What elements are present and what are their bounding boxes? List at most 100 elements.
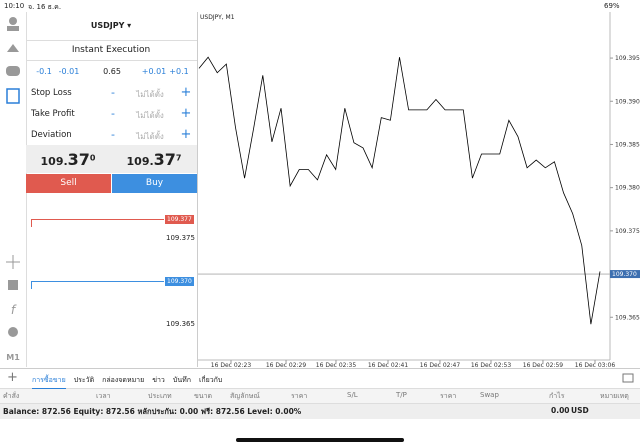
x-tick-label: 16 Dec 02:41 — [368, 362, 409, 368]
sidebar: f M1 — [6, 17, 20, 362]
field-label: Stop Loss — [31, 88, 72, 98]
column-header: กำไร — [549, 392, 565, 400]
y-tick-label: 109.385 — [615, 141, 640, 148]
buy-button[interactable]: Buy — [112, 174, 197, 193]
x-tick-label: 16 Dec 02:53 — [471, 362, 512, 368]
current-price-box — [610, 270, 640, 279]
tab[interactable]: กล่องจดหมาย — [102, 376, 145, 384]
status-date: จ. 16 ธ.ค. — [28, 3, 62, 11]
icon-quotes[interactable] — [7, 44, 19, 52]
column-header: S/L — [347, 391, 358, 399]
bid-big: 37 — [67, 150, 90, 169]
mini-level: 109.375 — [166, 234, 195, 242]
column-header: Swap — [480, 391, 499, 399]
tab[interactable]: การซื้อขาย — [32, 375, 66, 389]
price-chart[interactable]: USDJPY, M1 109.395 109.390 109.385 109.380 1… — [198, 12, 640, 368]
field-minus[interactable]: - — [111, 86, 115, 99]
separator — [26, 60, 197, 61]
price-line — [198, 56, 601, 325]
tab[interactable]: บันทึก — [172, 376, 191, 384]
bid-price: 109.370 — [41, 150, 96, 169]
field-value[interactable]: ไม่ได้ตั้ง — [136, 111, 164, 120]
field-minus[interactable]: - — [111, 107, 115, 120]
icon-new-order[interactable] — [6, 88, 20, 104]
volume-step[interactable]: +0.1 — [169, 67, 189, 76]
status-time: 10:10 — [4, 2, 25, 10]
icon-account[interactable] — [9, 17, 17, 25]
x-tick-label: 16 Dec 02:29 — [266, 362, 307, 368]
symbol-select[interactable]: USDJPY ▾ — [90, 21, 132, 30]
y-tick-label: 109.365 — [615, 314, 640, 321]
field-label: Take Profit — [31, 109, 75, 119]
bid-label: 109.370 — [165, 277, 194, 286]
icon-objects[interactable] — [8, 327, 18, 337]
field-plus[interactable]: + — [180, 127, 192, 142]
icon-chart-type[interactable] — [8, 280, 18, 290]
ask-main: 109. — [126, 155, 154, 168]
field-value[interactable]: ไม่ได้ตั้ง — [136, 90, 164, 99]
price-box: 109.370 109.377 — [26, 145, 197, 173]
ask-big: 37 — [153, 150, 176, 169]
table-header — [0, 388, 640, 403]
status-battery: 69% — [604, 2, 620, 10]
column-header: สัญลักษณ์ — [230, 392, 260, 400]
divider — [197, 12, 198, 367]
separator — [0, 368, 640, 369]
ask-label: 109.377 — [165, 215, 194, 224]
column-header: T/P — [396, 391, 407, 399]
mini-level: 109.365 — [166, 320, 195, 328]
ask-tick — [31, 219, 32, 227]
chart-title: USDJPY, M1 — [200, 14, 235, 21]
column-header: หมายเหตุ — [600, 392, 629, 400]
icon-account-body — [7, 26, 19, 31]
bid-tick — [31, 281, 32, 289]
x-tick-label: 16 Dec 02:35 — [316, 362, 357, 368]
icon-indicators[interactable]: f — [11, 303, 17, 317]
volume-step[interactable]: -0.01 — [58, 67, 80, 76]
y-tick-label: 109.380 — [615, 185, 640, 192]
ask-line — [31, 219, 164, 220]
x-tick-label: 16 Dec 02:59 — [523, 362, 564, 368]
volume-step[interactable]: +0.01 — [141, 67, 167, 76]
tab[interactable]: ข่าว — [152, 376, 165, 384]
column-header: ราคา — [291, 392, 308, 400]
execution-mode: Instant Execution — [71, 45, 151, 55]
bid-main: 109. — [40, 155, 68, 168]
account-summary: Balance: 872.56 Equity: 872.56 หลักประกั… — [3, 407, 302, 416]
icon-chat[interactable] — [6, 66, 20, 76]
current-price-label: 109.370 — [612, 271, 637, 278]
y-tick-label: 109.375 — [615, 228, 640, 235]
field-plus[interactable]: + — [180, 85, 192, 100]
tab[interactable]: เกี่ยวกับ — [198, 376, 223, 384]
field-minus[interactable]: - — [111, 128, 115, 141]
x-tick-label: 16 Dec 03:06 — [575, 362, 616, 368]
bid-sup: 0 — [89, 153, 96, 163]
field-plus[interactable]: + — [180, 106, 192, 121]
sell-button[interactable]: Sell — [26, 174, 111, 193]
currency: USD — [571, 406, 589, 415]
column-header: คำสั่ง — [3, 392, 20, 400]
column-header: ประเภท — [148, 392, 172, 400]
tab-settings[interactable] — [622, 373, 634, 383]
home-indicator — [236, 438, 404, 442]
add-button[interactable]: + — [7, 370, 18, 385]
tab[interactable]: ประวัติ — [73, 376, 95, 384]
profit: 0.00 — [551, 406, 570, 415]
separator — [26, 40, 197, 41]
column-header: ขนาด — [194, 392, 213, 400]
field-value[interactable]: ไม่ได้ตั้ง — [136, 132, 164, 141]
x-tick-label: 16 Dec 02:23 — [211, 362, 252, 368]
volume[interactable]: 0.65 — [103, 67, 121, 76]
timeframe-button[interactable]: M1 — [6, 353, 20, 362]
ask-price: 109.377 — [127, 150, 182, 169]
volume-step[interactable]: -0.1 — [36, 67, 52, 76]
x-tick-label: 16 Dec 02:47 — [420, 362, 461, 368]
bid-line — [31, 281, 164, 282]
y-tick-label: 109.390 — [615, 98, 640, 105]
column-header: เวลา — [96, 392, 111, 400]
column-header: ราคา — [440, 392, 457, 400]
balance-row — [0, 403, 640, 419]
y-tick-label: 109.395 — [615, 55, 640, 62]
field-label: Deviation — [31, 130, 72, 140]
